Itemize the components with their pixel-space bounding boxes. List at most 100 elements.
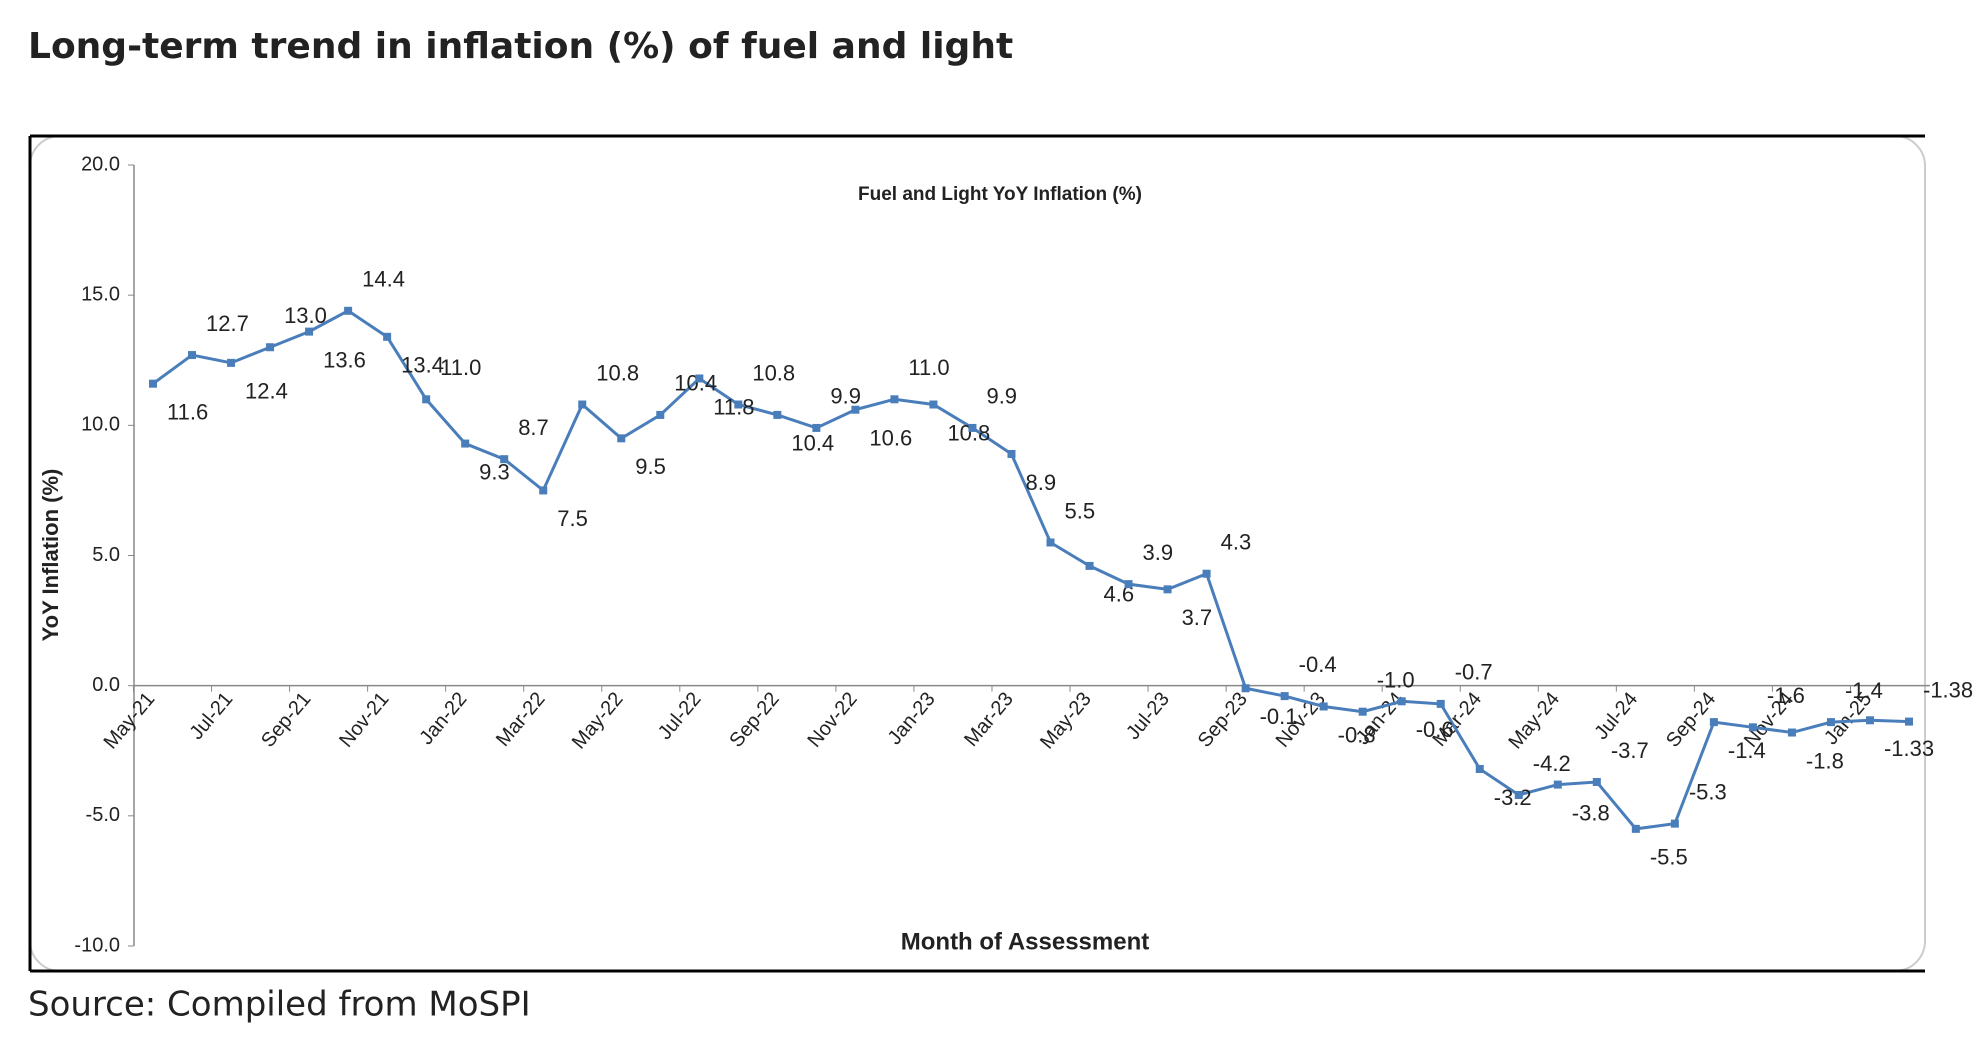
point-marker — [1670, 819, 1679, 828]
data-label: 10.4 — [791, 431, 834, 456]
x-tick-label: May-22 — [568, 688, 628, 753]
y-axis-title: YoY Inflation (%) — [38, 469, 63, 642]
data-label: 10.8 — [752, 360, 795, 385]
data-label: -0.1 — [1260, 704, 1298, 729]
data-label: 5.5 — [1065, 498, 1096, 523]
point-marker — [422, 395, 431, 404]
point-marker — [305, 327, 314, 336]
point-marker — [1553, 780, 1562, 789]
point-marker — [1397, 697, 1406, 706]
x-tick-label: Mar-22 — [492, 688, 550, 751]
point-marker — [1319, 702, 1328, 711]
data-label: -0.7 — [1455, 660, 1493, 685]
point-marker — [1202, 569, 1211, 578]
x-axis-title: Month of Assessment — [901, 928, 1149, 955]
data-label: 14.4 — [362, 267, 405, 292]
data-label: -0.4 — [1299, 652, 1337, 677]
point-marker — [656, 410, 665, 419]
data-label: -1.4 — [1728, 738, 1766, 763]
point-marker — [1085, 561, 1094, 570]
y-tick-label: 5.0 — [92, 544, 120, 566]
point-marker — [539, 486, 548, 495]
data-label: 3.7 — [1182, 605, 1213, 630]
x-tick-label: May-21 — [100, 688, 160, 753]
x-tick-label: Mar-23 — [960, 688, 1018, 751]
data-label: -0.6 — [1416, 717, 1454, 742]
data-label: 13.0 — [284, 303, 327, 328]
data-label: -1.0 — [1377, 668, 1415, 693]
data-label: 11.8 — [713, 394, 754, 419]
point-marker — [1709, 718, 1718, 727]
data-label: 11.0 — [440, 355, 481, 380]
x-tick-label: May-24 — [1504, 688, 1564, 753]
x-tick-label: Jul-21 — [186, 688, 238, 744]
y-tick-label: 20.0 — [81, 153, 120, 175]
point-marker — [266, 343, 275, 352]
y-tick-label: -10.0 — [74, 934, 120, 956]
point-marker — [1163, 585, 1172, 594]
data-label: 4.3 — [1221, 530, 1252, 555]
point-marker — [1631, 824, 1640, 833]
data-label: 7.5 — [557, 506, 588, 531]
point-marker — [344, 306, 353, 315]
point-marker — [734, 400, 743, 409]
data-label: -5.5 — [1650, 845, 1688, 870]
point-marker — [149, 379, 157, 388]
point-marker — [1241, 684, 1250, 693]
source-note: Source: Compiled from MoSPI — [28, 985, 531, 1025]
x-tick-label: Jul-22 — [654, 688, 706, 744]
data-label: 9.9 — [986, 384, 1017, 409]
data-label: -0.8 — [1338, 722, 1376, 747]
x-tick-label: Jul-23 — [1122, 688, 1174, 744]
point-marker — [1124, 580, 1133, 589]
x-tick-label: Sep-23 — [1194, 688, 1252, 752]
data-label: -3.8 — [1572, 800, 1610, 825]
data-label: 3.9 — [1143, 540, 1174, 565]
chart-frame — [29, 135, 1926, 972]
point-marker — [890, 395, 899, 404]
x-tick-label: Nov-22 — [803, 688, 861, 752]
point-marker — [227, 358, 236, 367]
point-marker — [617, 434, 626, 443]
data-label: -5.3 — [1689, 779, 1727, 804]
data-label: 9.3 — [479, 459, 510, 484]
data-label: -1.33 — [1884, 736, 1934, 761]
data-label: -4.2 — [1533, 751, 1571, 776]
data-label: -1.38 — [1923, 677, 1973, 702]
y-tick-label: 0.0 — [92, 674, 120, 696]
data-label: 12.7 — [206, 311, 249, 336]
point-marker — [500, 455, 509, 464]
data-label: 11.0 — [908, 355, 949, 380]
data-label: 10.6 — [869, 426, 912, 451]
y-tick-label: 15.0 — [81, 283, 120, 305]
x-tick-label: Jul-24 — [1590, 688, 1642, 744]
point-marker — [1787, 728, 1796, 737]
x-tick-label: Nov-21 — [335, 688, 393, 752]
point-marker — [851, 405, 860, 414]
x-tick-label: Jan-23 — [884, 688, 940, 749]
data-label: -3.7 — [1611, 738, 1649, 763]
point-marker — [773, 410, 782, 419]
point-marker — [929, 400, 938, 409]
data-label: 13.6 — [323, 347, 366, 372]
series-line — [152, 309, 1910, 831]
point-marker — [1592, 777, 1601, 786]
point-marker — [968, 423, 977, 432]
point-marker — [1826, 718, 1835, 727]
x-tick-label: May-23 — [1036, 688, 1096, 753]
point-marker — [1046, 538, 1055, 547]
x-tick-label: Sep-22 — [725, 688, 783, 752]
point-marker — [695, 374, 704, 383]
data-label: 8.7 — [518, 415, 549, 440]
point-marker — [461, 439, 470, 448]
data-label: -1.6 — [1767, 683, 1805, 708]
point-marker — [1358, 707, 1367, 716]
data-label: -1.8 — [1806, 748, 1844, 773]
x-tick-label: Jan-22 — [415, 688, 471, 749]
point-marker — [1436, 699, 1445, 708]
point-marker — [1748, 723, 1757, 732]
chart-title: Fuel and Light YoY Inflation (%) — [858, 184, 1142, 205]
point-marker — [1865, 716, 1874, 725]
point-marker — [1280, 692, 1289, 701]
data-label: 9.9 — [830, 384, 861, 409]
